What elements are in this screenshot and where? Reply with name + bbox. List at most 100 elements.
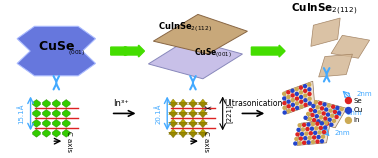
Text: C axis: C axis xyxy=(66,131,72,152)
Circle shape xyxy=(322,112,325,115)
Circle shape xyxy=(300,105,303,108)
Circle shape xyxy=(327,113,330,116)
Circle shape xyxy=(304,99,307,102)
Circle shape xyxy=(338,112,341,114)
Circle shape xyxy=(314,131,317,134)
Circle shape xyxy=(308,102,311,105)
Circle shape xyxy=(345,98,352,103)
Polygon shape xyxy=(198,122,207,128)
Polygon shape xyxy=(149,39,242,79)
Circle shape xyxy=(307,141,310,144)
Circle shape xyxy=(325,108,328,111)
Circle shape xyxy=(309,132,312,135)
Circle shape xyxy=(308,83,311,86)
Circle shape xyxy=(296,106,299,109)
Text: 2nm: 2nm xyxy=(356,91,372,97)
Polygon shape xyxy=(189,122,197,128)
Circle shape xyxy=(291,99,294,102)
Circle shape xyxy=(287,91,290,94)
Circle shape xyxy=(321,122,323,125)
Text: $\mathbf{CuInSe}_{2(112)}$: $\mathbf{CuInSe}_{2(112)}$ xyxy=(291,2,358,17)
Polygon shape xyxy=(169,132,178,138)
Circle shape xyxy=(308,88,311,91)
Circle shape xyxy=(301,133,304,136)
Circle shape xyxy=(304,94,307,97)
Circle shape xyxy=(329,109,332,112)
Polygon shape xyxy=(169,129,178,134)
Circle shape xyxy=(321,107,324,110)
Polygon shape xyxy=(52,129,60,137)
Circle shape xyxy=(340,108,343,111)
Circle shape xyxy=(309,109,312,111)
Circle shape xyxy=(291,108,294,111)
Circle shape xyxy=(314,110,316,113)
Polygon shape xyxy=(169,103,178,108)
Circle shape xyxy=(319,126,322,129)
Circle shape xyxy=(287,100,290,103)
Circle shape xyxy=(345,107,352,113)
Polygon shape xyxy=(198,119,207,124)
Text: $\mathbf{CuSe}$: $\mathbf{CuSe}$ xyxy=(38,40,75,53)
Circle shape xyxy=(316,140,319,143)
Circle shape xyxy=(328,118,331,121)
Circle shape xyxy=(283,102,286,105)
Circle shape xyxy=(299,91,302,94)
Circle shape xyxy=(304,85,307,88)
Circle shape xyxy=(323,131,325,134)
Polygon shape xyxy=(52,109,60,117)
Circle shape xyxy=(296,97,298,100)
Circle shape xyxy=(333,110,336,113)
Circle shape xyxy=(283,97,286,100)
Polygon shape xyxy=(169,99,178,105)
Circle shape xyxy=(295,88,298,91)
Polygon shape xyxy=(311,18,340,46)
Circle shape xyxy=(299,137,302,140)
Polygon shape xyxy=(198,99,207,105)
Polygon shape xyxy=(42,119,50,127)
Circle shape xyxy=(313,136,316,139)
Circle shape xyxy=(331,114,334,117)
Circle shape xyxy=(283,111,286,114)
Circle shape xyxy=(304,116,307,119)
Polygon shape xyxy=(189,132,197,138)
Circle shape xyxy=(304,137,307,140)
Circle shape xyxy=(311,114,314,117)
Circle shape xyxy=(307,112,310,115)
Circle shape xyxy=(336,106,339,109)
Circle shape xyxy=(287,109,290,112)
Polygon shape xyxy=(189,109,197,114)
Text: 20.1Å: 20.1Å xyxy=(155,103,161,124)
Circle shape xyxy=(313,119,316,122)
Polygon shape xyxy=(153,14,248,54)
Circle shape xyxy=(298,142,301,145)
Polygon shape xyxy=(198,132,207,138)
Circle shape xyxy=(306,128,309,131)
Circle shape xyxy=(295,137,298,140)
Polygon shape xyxy=(331,35,370,58)
Polygon shape xyxy=(285,81,314,114)
Polygon shape xyxy=(169,109,178,114)
Circle shape xyxy=(291,89,294,92)
Text: ✂: ✂ xyxy=(204,103,212,113)
Circle shape xyxy=(317,136,320,139)
Polygon shape xyxy=(297,121,331,145)
Text: [221]: [221] xyxy=(226,104,232,123)
Text: $\mathbf{CuInSe}_{2(112)}$: $\mathbf{CuInSe}_{2(112)}$ xyxy=(158,20,212,34)
Circle shape xyxy=(297,128,300,131)
Polygon shape xyxy=(178,122,187,128)
Circle shape xyxy=(318,111,321,114)
Polygon shape xyxy=(198,109,207,114)
Circle shape xyxy=(312,105,315,108)
Text: Se: Se xyxy=(353,98,362,103)
Polygon shape xyxy=(52,119,60,127)
Circle shape xyxy=(287,105,290,108)
Circle shape xyxy=(291,103,294,106)
Polygon shape xyxy=(169,119,178,124)
Text: 15.1Å: 15.1Å xyxy=(18,103,25,124)
Polygon shape xyxy=(33,100,40,107)
Circle shape xyxy=(307,123,310,126)
Circle shape xyxy=(287,95,290,98)
Circle shape xyxy=(327,104,330,107)
Polygon shape xyxy=(198,129,207,134)
Text: C axis: C axis xyxy=(203,131,209,152)
